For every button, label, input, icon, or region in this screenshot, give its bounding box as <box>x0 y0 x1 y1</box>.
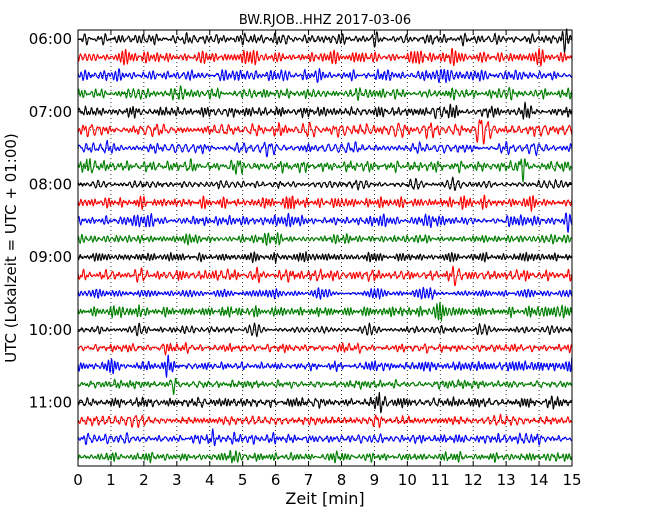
y-axis-label: UTC (Lokalzeit = UTC + 01:00) <box>2 133 20 363</box>
chart-title: BW.RJOB..HHZ 2017-03-06 <box>239 13 411 28</box>
plot-frame <box>77 29 573 467</box>
x-tick-label: 1 <box>106 471 116 489</box>
x-tick-label: 11 <box>431 471 450 489</box>
trace-1045 <box>77 377 573 395</box>
x-tick-label: 15 <box>562 471 581 489</box>
trace-0930 <box>77 286 573 300</box>
trace-0615 <box>77 47 573 67</box>
x-tick-label: 2 <box>139 471 149 489</box>
trace-1145 <box>77 449 573 464</box>
trace-1000 <box>77 322 573 338</box>
trace-0730 <box>77 139 573 158</box>
trace-0600 <box>77 28 573 54</box>
trace-0830 <box>77 212 573 233</box>
ticks: 0 1 2 3 4 5 6 7 8 9 10 11 12 13 14 1506:0007:0008:0009:… <box>29 30 582 489</box>
y-tick-label: 10:00 <box>29 321 72 339</box>
x-tick-label: 12 <box>464 471 483 489</box>
trace-0800 <box>77 176 573 191</box>
trace-1115 <box>77 413 573 428</box>
x-tick-label: 5 <box>238 471 248 489</box>
x-tick-label: 3 <box>172 471 182 489</box>
x-tick-label: 0 <box>73 471 83 489</box>
x-tick-label: 13 <box>497 471 516 489</box>
traces <box>77 28 573 464</box>
trace-0745 <box>77 158 573 183</box>
x-tick-label: 10 <box>398 471 417 489</box>
trace-1130 <box>77 428 573 447</box>
grid <box>78 30 572 466</box>
trace-0900 <box>77 251 573 264</box>
y-tick-label: 08:00 <box>29 175 72 193</box>
trace-1015 <box>77 342 573 356</box>
x-tick-label: 7 <box>304 471 314 489</box>
x-tick-label: 9 <box>370 471 380 489</box>
y-tick-label: 09:00 <box>29 248 72 266</box>
trace-1030 <box>77 354 573 378</box>
trace-0815 <box>77 194 573 212</box>
y-tick-label: 11:00 <box>29 393 72 411</box>
y-tick-label: 06:00 <box>29 30 72 48</box>
trace-0845 <box>77 232 573 246</box>
trace-0630 <box>77 68 573 84</box>
x-tick-label: 8 <box>337 471 347 489</box>
trace-1100 <box>77 391 573 414</box>
trace-0700 <box>77 101 573 120</box>
trace-0645 <box>77 85 573 101</box>
x-tick-label: 14 <box>530 471 549 489</box>
trace-0945 <box>77 301 573 322</box>
x-tick-label: 6 <box>271 471 281 489</box>
trace-0715 <box>77 119 573 145</box>
x-axis-label: Zeit [min] <box>285 489 364 508</box>
trace-0915 <box>77 265 573 287</box>
x-tick-label: 4 <box>205 471 215 489</box>
y-tick-label: 07:00 <box>29 103 72 121</box>
